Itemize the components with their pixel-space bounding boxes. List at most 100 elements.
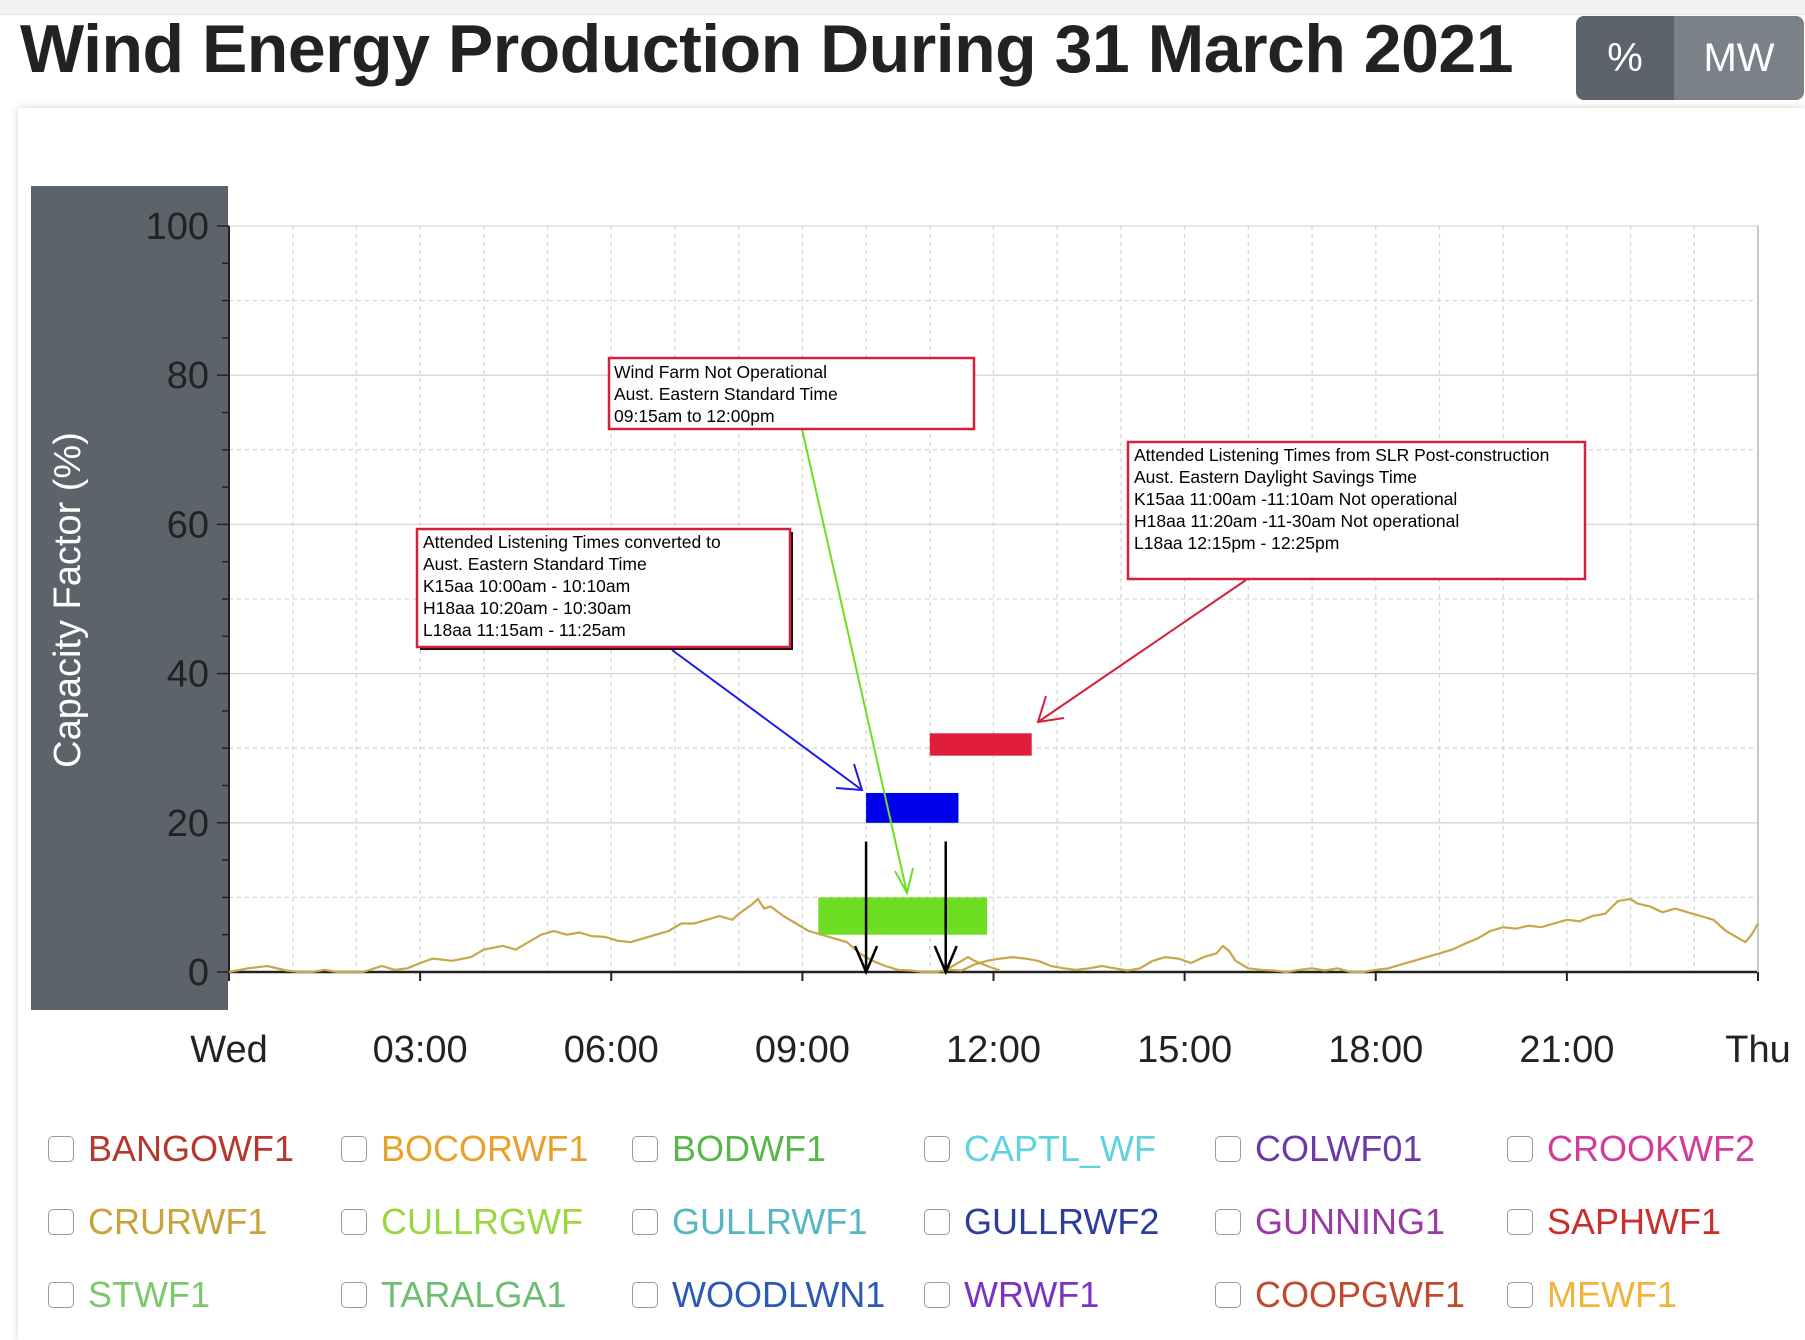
series-line-2 [941, 956, 1001, 973]
legend-item-bocorwf1[interactable]: BOCORWF1 [341, 1128, 588, 1170]
annotation-line: Attended Listening Times from SLR Post-c… [1134, 445, 1549, 465]
legend-item-bodwf1[interactable]: BODWF1 [632, 1128, 826, 1170]
annotation-listening-aest: Attended Listening Times converted toAus… [415, 527, 864, 792]
legend-checkbox[interactable] [632, 1209, 658, 1235]
x-tick-label: Wed [190, 1029, 267, 1071]
annotation-listening-aedt: Attended Listening Times from SLR Post-c… [1036, 440, 1587, 724]
legend-label: SAPHWF1 [1547, 1201, 1722, 1242]
period-bar-listening-aest [866, 792, 959, 823]
legend-label: COOPGWF1 [1255, 1274, 1466, 1315]
legend-checkbox[interactable] [1215, 1209, 1241, 1235]
legend-checkbox[interactable] [341, 1282, 367, 1308]
unit-toggle: % MW [1576, 16, 1804, 100]
legend-item-gullrwf1[interactable]: GULLRWF1 [632, 1201, 867, 1243]
legend-label: WRWF1 [964, 1274, 1100, 1315]
legend-label: COLWF01 [1255, 1128, 1423, 1169]
period-bar-not-operational-aest [818, 897, 988, 935]
legend-checkbox[interactable] [632, 1282, 658, 1308]
series-line-1 [228, 897, 1759, 974]
x-tick-label: 03:00 [373, 1029, 468, 1071]
annotation-line: H18aa 11:20am -11-30am Not operational [1134, 511, 1459, 531]
legend-item-gullrwf2[interactable]: GULLRWF2 [924, 1201, 1159, 1243]
annotation-line: Aust. Eastern Daylight Savings Time [1134, 467, 1417, 487]
annotation-line: K15aa 10:00am - 10:10am [423, 576, 630, 596]
period-bars [818, 733, 1032, 935]
legend-checkbox[interactable] [1215, 1282, 1241, 1308]
y-tick-label: 60 [167, 504, 209, 546]
legend-checkbox[interactable] [1507, 1209, 1533, 1235]
annotation-line: 09:15am to 12:00pm [614, 406, 775, 426]
legend-checkbox[interactable] [48, 1209, 74, 1235]
legend-item-cullrgwf[interactable]: CULLRGWF [341, 1201, 583, 1243]
y-tick-label: 20 [167, 803, 209, 845]
annotation-box [415, 527, 792, 649]
down-arrow-head [853, 945, 879, 976]
legend-checkbox[interactable] [341, 1136, 367, 1162]
legend-label: MEWF1 [1547, 1274, 1677, 1315]
legend-item-gunning1[interactable]: GUNNING1 [1215, 1201, 1445, 1243]
chart-card [18, 108, 1805, 1340]
legend-item-taralga1[interactable]: TARALGA1 [341, 1274, 566, 1316]
legend-label: CULLRGWF [381, 1201, 584, 1242]
legend-checkbox[interactable] [924, 1282, 950, 1308]
annotation-arrowhead [835, 763, 864, 792]
legend-checkbox[interactable] [48, 1136, 74, 1162]
mw-button[interactable]: MW [1674, 16, 1804, 100]
legend-item-woodlwn1[interactable]: WOODLWN1 [632, 1274, 885, 1316]
legend-item-saphwf1[interactable]: SAPHWF1 [1507, 1201, 1721, 1243]
annotation-arrow [801, 428, 908, 894]
legend-label: GULLRWF2 [964, 1201, 1160, 1242]
y-tick-label: 40 [167, 654, 209, 696]
legend-label: WOODLWN1 [672, 1274, 886, 1315]
legend-item-colwf01[interactable]: COLWF01 [1215, 1128, 1422, 1170]
legend-item-coopgwf1[interactable]: COOPGWF1 [1215, 1274, 1465, 1316]
percent-button[interactable]: % [1576, 16, 1674, 100]
legend-checkbox[interactable] [1507, 1136, 1533, 1162]
legend-checkbox[interactable] [1507, 1282, 1533, 1308]
legend-checkbox[interactable] [1215, 1136, 1241, 1162]
y-tick-label: 100 [146, 206, 209, 248]
legend-label: BODWF1 [672, 1128, 827, 1169]
annotation-arrowhead [1036, 695, 1065, 724]
legend-checkbox[interactable] [924, 1136, 950, 1162]
legend-checkbox[interactable] [341, 1209, 367, 1235]
legend-checkbox[interactable] [48, 1282, 74, 1308]
axes: 0 20 40 60 80 100 Wed 03:00 06:00 09:00 12:00 15:00… [146, 206, 1791, 1071]
annotation-line: L18aa 12:15pm - 12:25pm [1134, 533, 1339, 553]
annotation-arrow [1037, 579, 1247, 723]
legend-item-bangowf1[interactable]: BANGOWF1 [48, 1128, 294, 1170]
legend-label: STWF1 [88, 1274, 210, 1315]
legend-label: CAPTL_WF [964, 1128, 1157, 1169]
legend-label: GULLRWF1 [672, 1201, 868, 1242]
annotation-line: K15aa 11:00am -11:10am Not operational [1134, 489, 1457, 509]
annotation-arrow [671, 649, 863, 791]
legend-item-stwf1[interactable]: STWF1 [48, 1274, 210, 1316]
x-tick-label: 18:00 [1328, 1029, 1423, 1071]
page-title: Wind Energy Production During 31 March 2… [20, 11, 1514, 87]
period-bar-listening-aedt [929, 733, 1032, 756]
legend-label: TARALGA1 [381, 1274, 567, 1315]
x-tick-label: 06:00 [564, 1029, 659, 1071]
legend-label: CRURWF1 [88, 1201, 268, 1242]
down-arrow-head [933, 945, 958, 976]
legend-label: CROOKWF2 [1547, 1128, 1756, 1169]
y-tick-label: 80 [167, 355, 209, 397]
x-tick-label: 12:00 [946, 1029, 1041, 1071]
annotation-line: H18aa 10:20am - 10:30am [423, 598, 631, 618]
annotation-arrowhead [894, 867, 914, 896]
annotation-line: Aust. Eastern Standard Time [614, 384, 838, 404]
legend-item-wrwf1[interactable]: WRWF1 [924, 1274, 1099, 1316]
legend-item-crurwf1[interactable]: CRURWF1 [48, 1201, 267, 1243]
legend-label: BANGOWF1 [88, 1128, 295, 1169]
series-lines [228, 897, 1759, 974]
legend-item-mewf1[interactable]: MEWF1 [1507, 1274, 1677, 1316]
legend-checkbox[interactable] [924, 1209, 950, 1235]
legend-item-captl_wf[interactable]: CAPTL_WF [924, 1128, 1156, 1170]
legend-item-crookwf2[interactable]: CROOKWF2 [1507, 1128, 1755, 1170]
y-axis-title: Capacity Factor (%) [47, 432, 89, 768]
annotation-line: L18aa 11:15am - 11:25am [423, 620, 626, 640]
legend-checkbox[interactable] [632, 1136, 658, 1162]
